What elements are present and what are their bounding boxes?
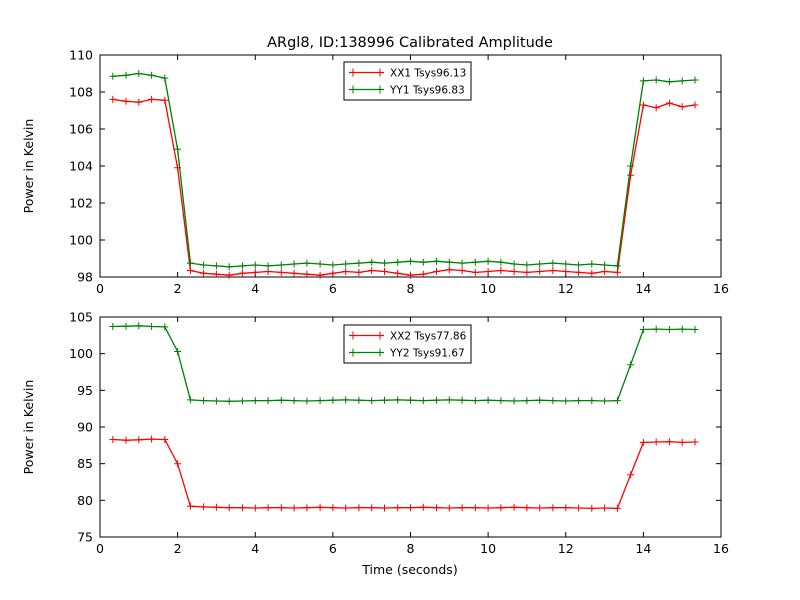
x-tick-label: 12 — [558, 281, 574, 296]
x-tick-label: 10 — [480, 281, 496, 296]
top-legend-entry-xx1: XX1 Tsys96.13 — [349, 68, 466, 80]
series-line — [112, 98, 696, 276]
legend-label: YY2 Tsys91.67 — [389, 348, 465, 360]
x-tick-label: 16 — [713, 541, 729, 556]
top-y-axis-label: Power in Kelvin — [21, 119, 36, 214]
x-tick-label: 6 — [329, 281, 337, 296]
y-tick-label: 75 — [77, 530, 93, 545]
legend-label: YY1 Tsys96.83 — [389, 85, 465, 97]
legend-plus-marker-icon — [352, 85, 381, 94]
bottom-legend: XX2 Tsys77.86 YY2 Tsys91.67 — [343, 324, 472, 364]
y-tick-label: 104 — [69, 159, 93, 174]
y-tick-label: 80 — [77, 493, 93, 508]
legend-label: XX1 Tsys96.13 — [390, 68, 466, 80]
x-tick-label: 4 — [251, 541, 259, 556]
y-tick-label: 100 — [69, 346, 93, 361]
top-legend: XX1 Tsys96.13 YY1 Tsys96.83 — [343, 61, 472, 101]
series-plus-markers — [109, 95, 699, 279]
series-plus-markers — [109, 322, 699, 405]
x-tick-label: 14 — [635, 281, 651, 296]
top-legend-entry-yy1: YY1 Tsys96.83 — [349, 85, 465, 97]
bottom-y-axis-label: Power in Kelvin — [21, 380, 36, 475]
bottom-plot-axes: 0 2 4 6 8 10 12 14 16 75 80 85 90 95 100 105 — [69, 310, 729, 557]
x-tick-label: 0 — [96, 281, 104, 296]
y-tick-label: 110 — [69, 48, 93, 63]
legend-label: XX2 Tsys77.86 — [390, 331, 467, 343]
legend-plus-marker-icon — [352, 331, 381, 340]
x-tick-label: 12 — [558, 541, 574, 556]
x-tick-label: 2 — [174, 541, 182, 556]
x-tick-label: 10 — [480, 541, 496, 556]
y-tick-label: 105 — [69, 310, 93, 325]
top-plot-axes: 0 2 4 6 8 10 12 14 16 98 100 102 104 106 108 110 — [69, 48, 729, 297]
bottom-x-axis-label: Time (seconds) — [361, 562, 457, 577]
chart-title: ARgl8, ID:138996 Calibrated Amplitude — [267, 35, 553, 51]
x-tick-label: 4 — [251, 281, 259, 296]
legend-plus-marker-icon — [352, 68, 381, 77]
y-tick-label: 85 — [77, 456, 93, 471]
series-plus-markers — [109, 435, 699, 512]
y-tick-label: 98 — [77, 270, 93, 285]
x-tick-label: 14 — [635, 541, 651, 556]
y-tick-label: 102 — [69, 196, 93, 211]
series-line — [112, 325, 696, 402]
bottom-legend-frame — [343, 324, 472, 364]
x-tick-label: 2 — [174, 281, 182, 296]
y-tick-label: 95 — [77, 383, 93, 398]
y-tick-label: 100 — [69, 233, 93, 248]
series-line — [112, 438, 696, 510]
y-tick-label: 90 — [77, 420, 93, 435]
series-plus-markers — [109, 70, 699, 271]
x-tick-label: 0 — [96, 541, 104, 556]
x-tick-label: 16 — [713, 281, 729, 296]
y-tick-label: 106 — [69, 122, 93, 137]
bottom-legend-entry-yy2: YY2 Tsys91.67 — [349, 348, 465, 360]
x-tick-label: 8 — [407, 541, 415, 556]
x-tick-label: 6 — [329, 541, 337, 556]
top-legend-frame — [343, 61, 472, 101]
series-line — [112, 72, 696, 268]
legend-plus-marker-icon — [352, 348, 381, 357]
bottom-legend-entry-xx2: XX2 Tsys77.86 — [349, 331, 467, 343]
y-tick-label: 108 — [69, 85, 93, 100]
x-tick-label: 8 — [407, 281, 415, 296]
